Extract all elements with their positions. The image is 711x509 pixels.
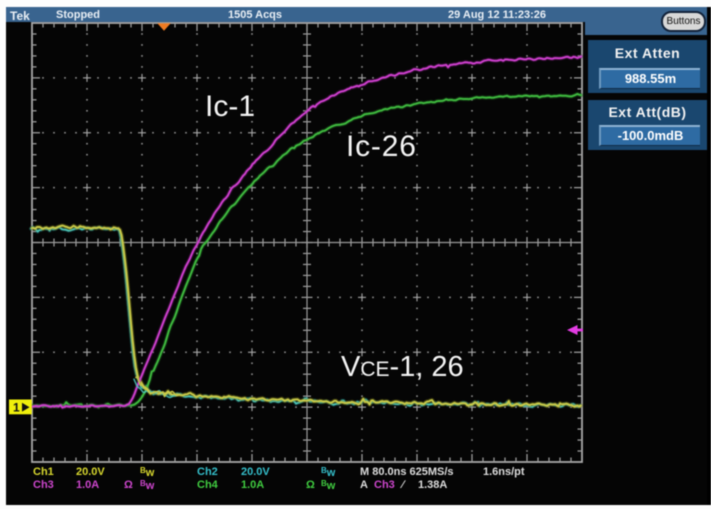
svg-text:1: 1 — [13, 401, 20, 415]
